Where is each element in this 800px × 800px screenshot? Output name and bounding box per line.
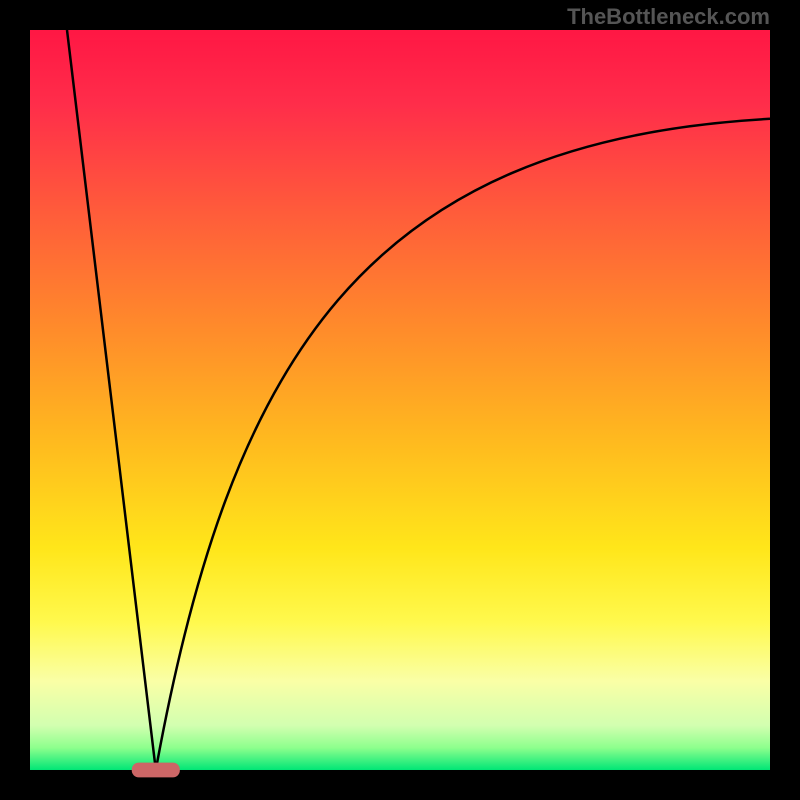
bottleneck-chart: TheBottleneck.com <box>0 0 800 800</box>
attribution-label: TheBottleneck.com <box>567 4 770 29</box>
chart-container: TheBottleneck.com <box>0 0 800 800</box>
plot-background <box>30 30 770 770</box>
optimal-marker <box>132 763 180 778</box>
